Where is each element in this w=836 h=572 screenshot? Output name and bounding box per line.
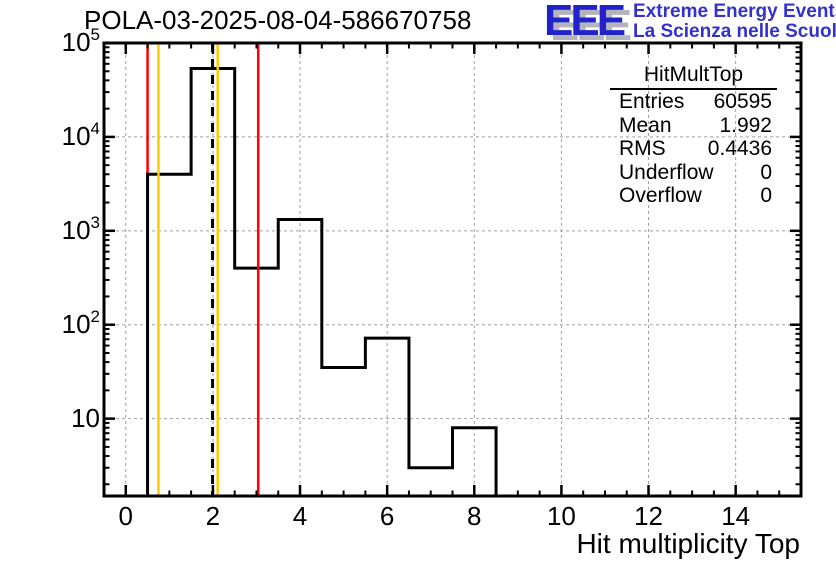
x-tick-label: 10 [546, 501, 576, 531]
stats-row: Entries 60595 [610, 90, 777, 114]
x-tick-label: 0 [118, 501, 134, 531]
x-tick-label: 2 [205, 501, 221, 531]
eee-logo-acronym: EEE [544, 0, 626, 45]
stats-box: HitMultTop Entries 60595 Mean 1.992 RMS … [610, 62, 777, 208]
stats-title: HitMultTop [610, 62, 777, 90]
x-tick-label: 12 [634, 501, 663, 531]
axis-ticks [103, 41, 802, 496]
x-tick-label: 6 [379, 501, 395, 531]
stats-label: Overflow [619, 184, 702, 207]
y-tick-label: 105 [61, 25, 100, 57]
x-tick-label: 8 [467, 501, 482, 531]
stats-value: 60595 [713, 90, 772, 113]
marker-lines-above [157, 43, 260, 496]
y-tick-label: 10 [71, 402, 100, 433]
stats-value: 0 [760, 184, 772, 207]
y-tick-label: 102 [61, 307, 100, 339]
eee-logo-subtitle: Extreme Energy Events La Scienza nelle S… [633, 2, 836, 42]
stats-value: 1.992 [719, 113, 772, 137]
stats-row: Overflow 0 [610, 184, 777, 208]
x-tick-label: 14 [721, 501, 751, 531]
x-axis-title: Hit multiplicity Top [576, 528, 800, 559]
stats-value: 0 [760, 160, 772, 184]
stats-label: Underflow [619, 160, 714, 184]
stats-value: 0.4436 [707, 137, 772, 160]
x-tick-label: 4 [292, 501, 308, 531]
stats-label: Entries [619, 90, 685, 113]
eee-logo-subtitle-line2: La Scienza nelle Scuole [633, 21, 836, 42]
stats-label: RMS [619, 137, 666, 160]
stats-row: RMS 0.4436 [610, 137, 777, 161]
stats-row: Mean 1.992 [610, 114, 777, 138]
stats-row: Underflow 0 [610, 161, 777, 185]
histogram-title: POLA-03-2025-08-04-586670758 [84, 5, 472, 35]
eee-logo-subtitle-line1: Extreme Energy Events [633, 1, 836, 22]
eee-logo: EEE Extreme Energy Events La Scienza nel… [544, 0, 836, 45]
y-tick-label: 103 [61, 213, 100, 245]
stats-label: Mean [619, 113, 672, 137]
y-tick-label: 104 [61, 119, 100, 151]
